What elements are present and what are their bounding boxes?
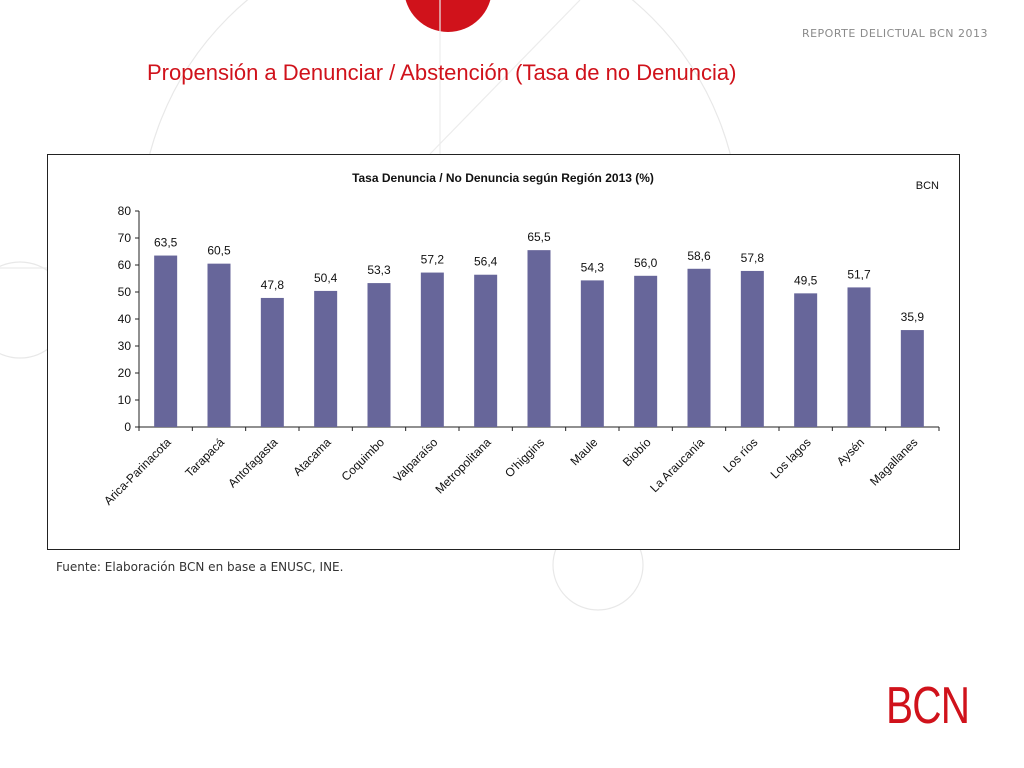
bar [207,263,231,427]
x-tick-label: Tarapacá [182,435,227,480]
x-tick-label: Los lagos [768,435,814,481]
x-tick-label: Maule [567,435,600,468]
x-tick-label: Los ríos [720,435,760,475]
y-tick-label: 0 [124,420,131,434]
bar [634,275,658,427]
slide-title: Propensión a Denunciar / Abstención (Tas… [147,60,737,85]
data-label: 54,3 [581,260,605,274]
x-tick-label: Magallanes [867,435,920,488]
bar [154,255,178,427]
data-label: 49,5 [794,273,818,287]
data-label: 50,4 [314,271,338,285]
bar [527,250,551,427]
chart-title: Tasa Denuncia / No Denuncia según Región… [352,171,654,185]
red-circle-decoration [405,0,491,32]
y-tick-label: 40 [118,312,132,326]
x-tick-label: Metropolitana [432,435,494,497]
data-label: 57,8 [741,251,765,265]
bar [260,297,284,427]
x-tick-label: La Araucanía [647,435,707,495]
data-label: 56,4 [474,255,498,269]
bar [740,270,764,427]
y-tick-label: 20 [118,366,132,380]
source-note: Fuente: Elaboración BCN en base a ENUSC,… [56,560,344,574]
data-label: 63,5 [154,236,178,250]
x-tick-label: Arica-Parinacota [101,435,174,508]
data-label: 56,0 [634,256,658,270]
bar [314,290,338,427]
data-label: 47,8 [261,278,285,292]
bar [367,283,391,427]
x-tick-label: Biobío [620,435,654,469]
data-label: 53,3 [367,263,391,277]
y-tick-label: 30 [118,339,132,353]
y-tick-label: 70 [118,231,132,245]
y-tick-label: 60 [118,258,132,272]
bar [474,274,498,427]
report-label: REPORTE DELICTUAL BCN 2013 [801,27,988,40]
data-label: 60,5 [207,244,231,258]
bar-chart: Tasa Denuncia / No Denuncia según Región… [101,171,940,508]
bcn-logo: BCN [886,677,970,735]
data-label: 58,6 [687,249,711,263]
x-tick-label: O'higgins [502,435,547,480]
bar [420,272,444,427]
chart-corner-label: BCN [916,180,939,192]
data-label: 35,9 [901,310,925,324]
x-tick-label: Aysén [834,435,867,468]
data-label: 57,2 [421,253,445,267]
x-tick-label: Valparaíso [391,435,441,485]
x-tick-label: Atacama [290,435,334,479]
y-tick-label: 50 [118,285,132,299]
y-tick-label: 80 [118,204,132,218]
deco-line [429,0,581,155]
bar [580,280,604,427]
data-label: 51,7 [847,267,871,281]
x-tick-label: Coquimbo [339,435,388,484]
y-tick-label: 10 [118,393,132,407]
bar [687,268,711,427]
bar [794,293,818,427]
x-tick-label: Antofagasta [225,435,280,490]
chart-frame: Tasa Denuncia / No Denuncia según Región… [47,154,960,550]
bar [900,330,924,427]
data-label: 65,5 [527,230,551,244]
bar [847,287,871,427]
